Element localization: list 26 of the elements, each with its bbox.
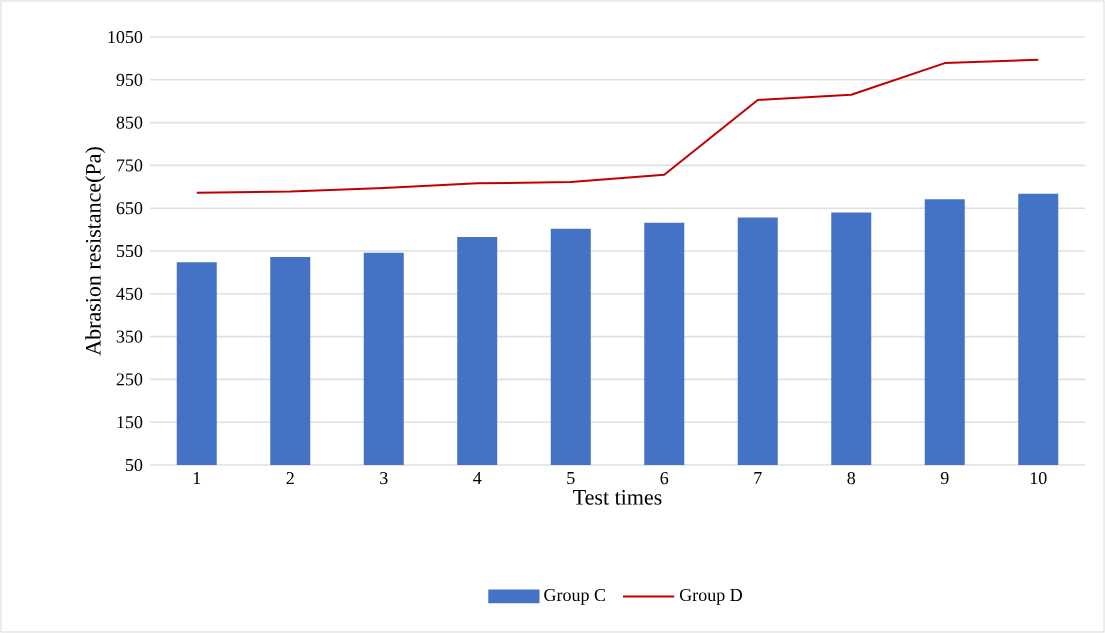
y-tick-label: 950 [116,73,143,86]
y-tick-label: 750 [117,159,143,172]
x-tick-label: 2 [286,472,294,484]
y-tick-label: 350 [116,330,143,343]
legend-label: Group C [544,588,605,605]
y-tick-label: 250 [116,373,143,386]
x-tick-label: 1 [193,472,201,484]
x-tick-label: 10 [1030,472,1047,485]
y-tick-label: 1050 [108,30,143,44]
x-tick-label: 5 [567,472,575,485]
x-tick-label: 7 [754,472,762,484]
x-tick-label: 3 [380,472,388,485]
y-axis-title: Abrasion resistance(Pa) [85,147,106,356]
y-tick-label: 650 [116,202,143,215]
y-tick-label: 50 [125,458,143,472]
x-tick-label: 6 [660,472,669,485]
x-tick-label: 8 [847,472,856,485]
line-series [195,58,1040,194]
y-tick-label: 550 [116,244,143,258]
y-tick-label: 150 [117,416,143,429]
y-tick-label: 850 [116,116,143,129]
x-tick-label: 9 [940,472,949,485]
y-tick-label: 450 [116,287,143,300]
x-axis-title: Test times [573,489,662,505]
legend-label: Group D [679,588,742,605]
x-tick-label: 4 [473,472,482,484]
